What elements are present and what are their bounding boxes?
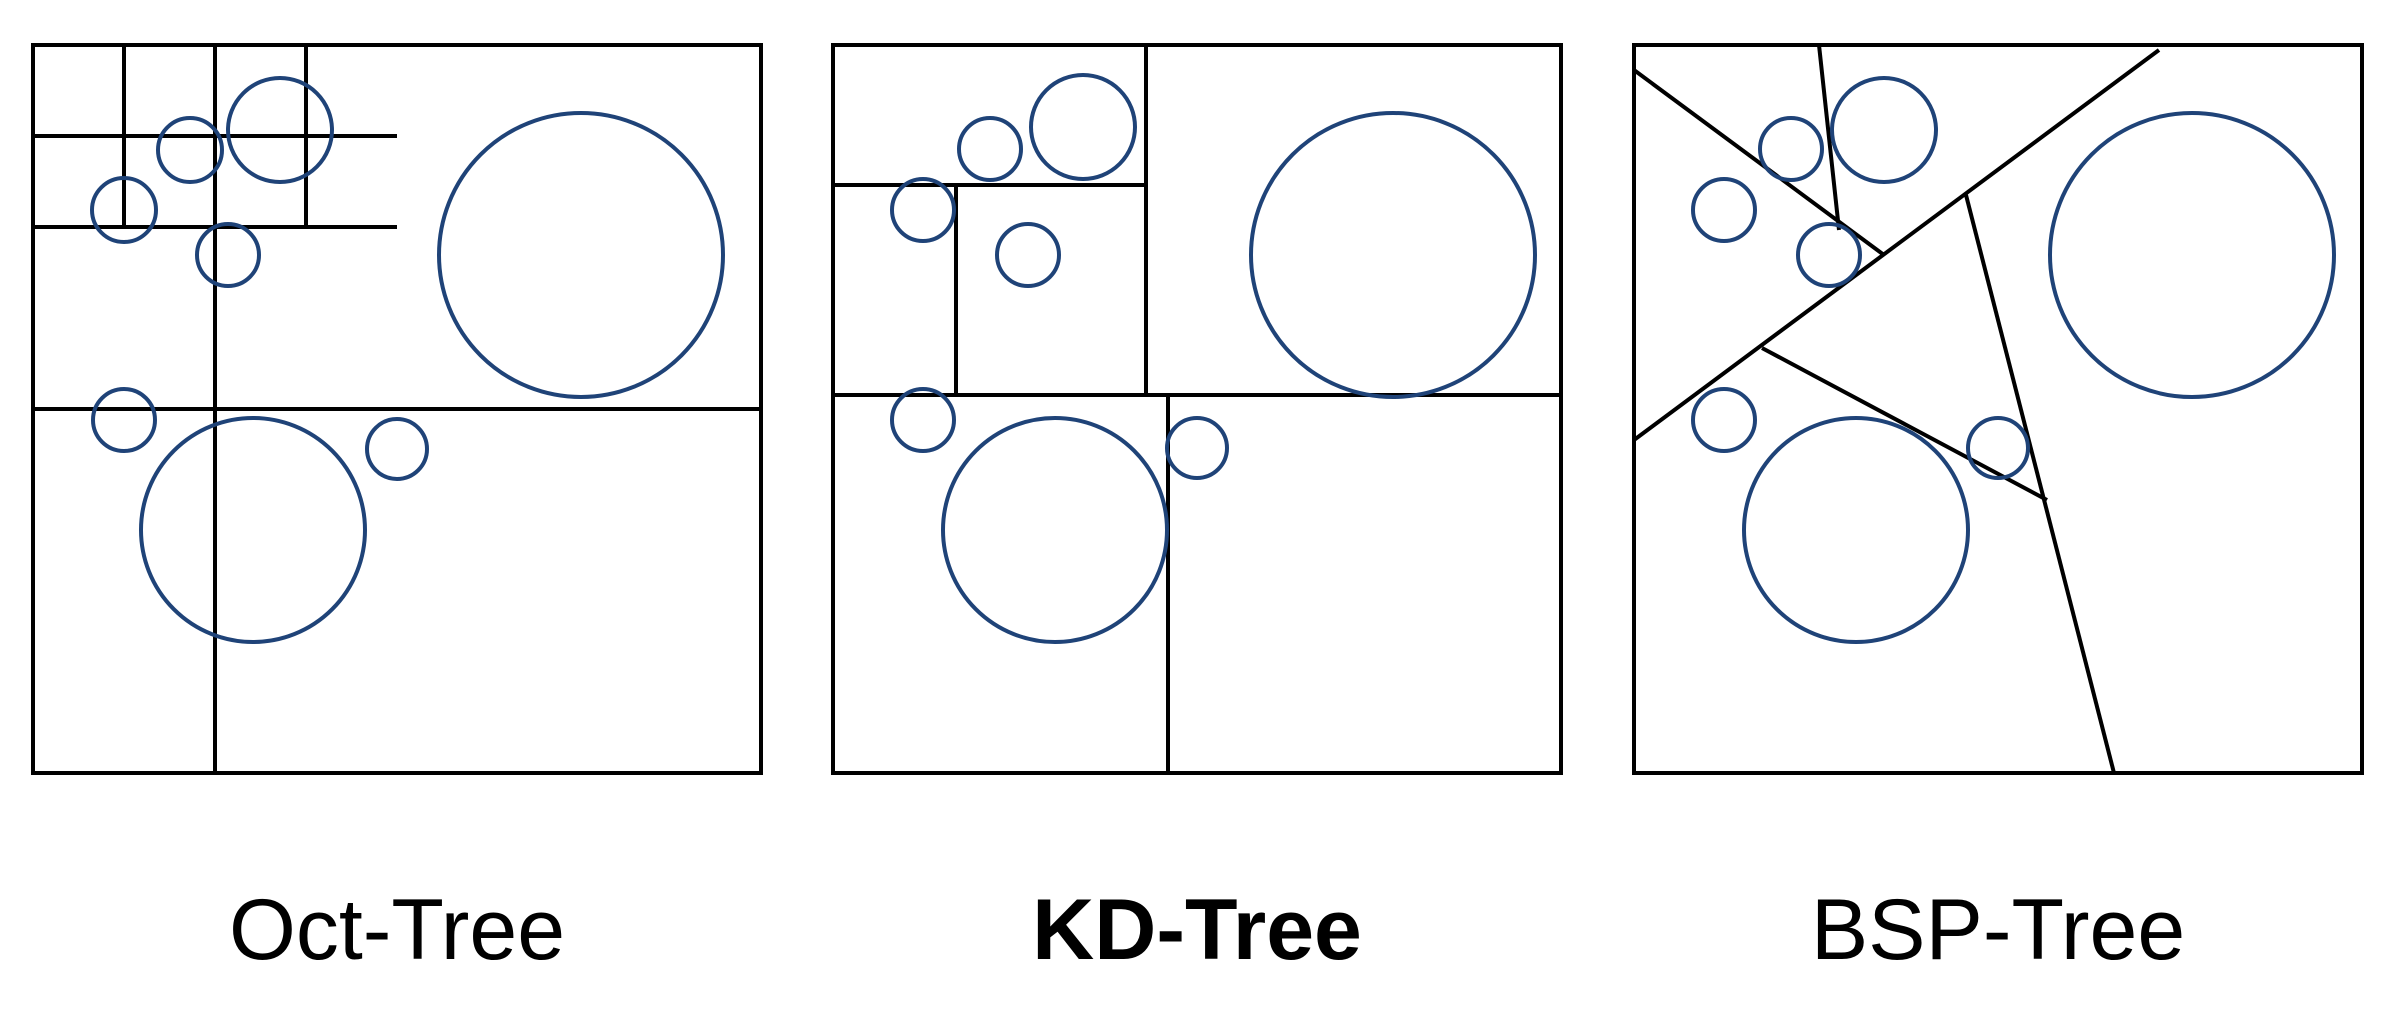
oct-tree-object-circle: [139, 416, 367, 644]
oct-tree-object-circle: [156, 116, 224, 184]
bsp-tree-caption: BSP-Tree: [1810, 882, 2186, 978]
kd-tree-object-circle: [941, 416, 1169, 644]
bsp-tree-split-line: [1964, 194, 2116, 774]
oct-tree-object-circle: [91, 387, 157, 453]
kd-tree-object-circle: [1249, 111, 1537, 399]
bsp-tree-split-line: [1761, 346, 2048, 502]
bsp-tree-object-circle: [1691, 177, 1757, 243]
bsp-tree-object-circle: [2048, 111, 2336, 399]
bsp-tree-split-line: [1632, 48, 2161, 442]
bsp-tree-panel: [1632, 43, 2364, 775]
bsp-tree-object-circle: [1966, 416, 2030, 480]
bsp-tree-object-circle: [1691, 387, 1757, 453]
oct-tree-object-circle: [195, 222, 261, 288]
kd-tree-object-circle: [1029, 73, 1137, 181]
bsp-tree-split-line: [1632, 68, 1886, 257]
bsp-tree-object-circle: [1830, 76, 1938, 184]
bsp-tree-object-circle: [1796, 222, 1862, 288]
bsp-tree-frame: [1632, 43, 2364, 775]
bsp-tree-object-circle: [1742, 416, 1970, 644]
bsp-tree-split-line: [1817, 44, 1841, 231]
bsp-tree-object-circle: [1758, 116, 1824, 182]
kd-tree-frame: [831, 43, 1563, 775]
oct-tree-caption: Oct-Tree: [228, 882, 566, 978]
oct-tree-object-circle: [365, 417, 429, 481]
kd-tree-panel: [831, 43, 1563, 775]
kd-tree-object-circle: [890, 387, 956, 453]
kd-tree-object-circle: [1165, 416, 1229, 480]
oct-tree-object-circle: [226, 76, 334, 184]
kd-tree-caption: KD-Tree: [1032, 882, 1362, 978]
oct-tree-object-circle: [437, 111, 725, 399]
kd-tree-object-circle: [995, 222, 1061, 288]
oct-tree-panel: [31, 43, 763, 775]
oct-tree-object-circle: [90, 176, 158, 244]
kd-tree-object-circle: [890, 177, 956, 243]
kd-tree-object-circle: [957, 116, 1023, 182]
